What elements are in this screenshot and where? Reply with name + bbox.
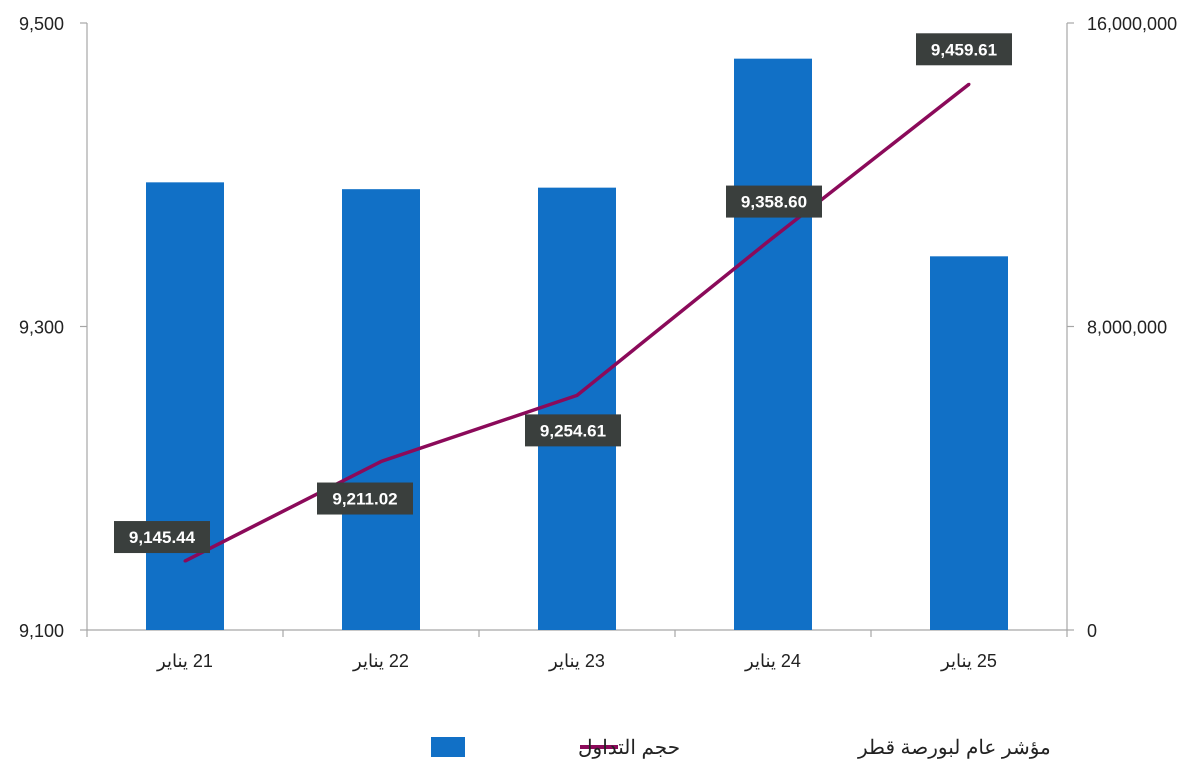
left-tick-label: 9,500 <box>19 14 64 34</box>
data-label-box <box>525 414 621 447</box>
data-labels: 9,145.44 9,211.02 9,254.61 9,358.60 9,459.61 <box>114 33 1012 554</box>
bar <box>342 189 420 630</box>
data-label: 9,459.61 <box>931 40 997 59</box>
bar <box>930 256 1008 630</box>
left-tick-label: 9,300 <box>19 318 64 338</box>
line-point <box>771 236 775 240</box>
tick-labels: 9,100 9,300 9,500 0 8,000,000 16,000,000 21 ين… <box>19 14 1177 672</box>
data-label-box <box>726 185 822 218</box>
right-tick-label: 0 <box>1087 621 1097 641</box>
bar <box>146 182 224 630</box>
x-tick-label: 21 يناير <box>156 651 213 672</box>
right-tick-label: 16,000,000 <box>1087 14 1177 34</box>
bar <box>538 187 616 630</box>
x-tick-label: 23 يناير <box>548 651 605 672</box>
line-point <box>379 460 383 464</box>
right-tick-label: 8,000,000 <box>1087 318 1167 338</box>
line-series <box>183 82 971 563</box>
legend-swatch-bar <box>431 737 465 757</box>
data-label-box <box>916 33 1012 66</box>
bar-series <box>146 58 1008 630</box>
x-tick-label: 22 يناير <box>352 651 409 672</box>
legend-label-line: مؤشر عام لبورصة قطر <box>857 737 1051 759</box>
data-label-box <box>114 521 210 554</box>
line-point <box>967 82 971 86</box>
bar <box>734 58 812 630</box>
data-label: 9,145.44 <box>129 528 196 547</box>
line-point <box>183 559 187 563</box>
data-label: 9,254.61 <box>540 421 606 440</box>
x-tick-label: 24 يناير <box>744 651 801 672</box>
line-point <box>575 393 579 397</box>
legend-label-bar: حجم التداول <box>578 737 680 759</box>
data-label-box <box>317 482 413 515</box>
legend: مؤشر عام لبورصة قطر حجم التداول <box>431 737 1051 759</box>
data-label: 9,211.02 <box>332 490 397 509</box>
data-label: 9,358.60 <box>741 193 807 212</box>
left-tick-label: 9,100 <box>19 621 64 641</box>
x-tick-label: 25 يناير <box>940 651 997 672</box>
